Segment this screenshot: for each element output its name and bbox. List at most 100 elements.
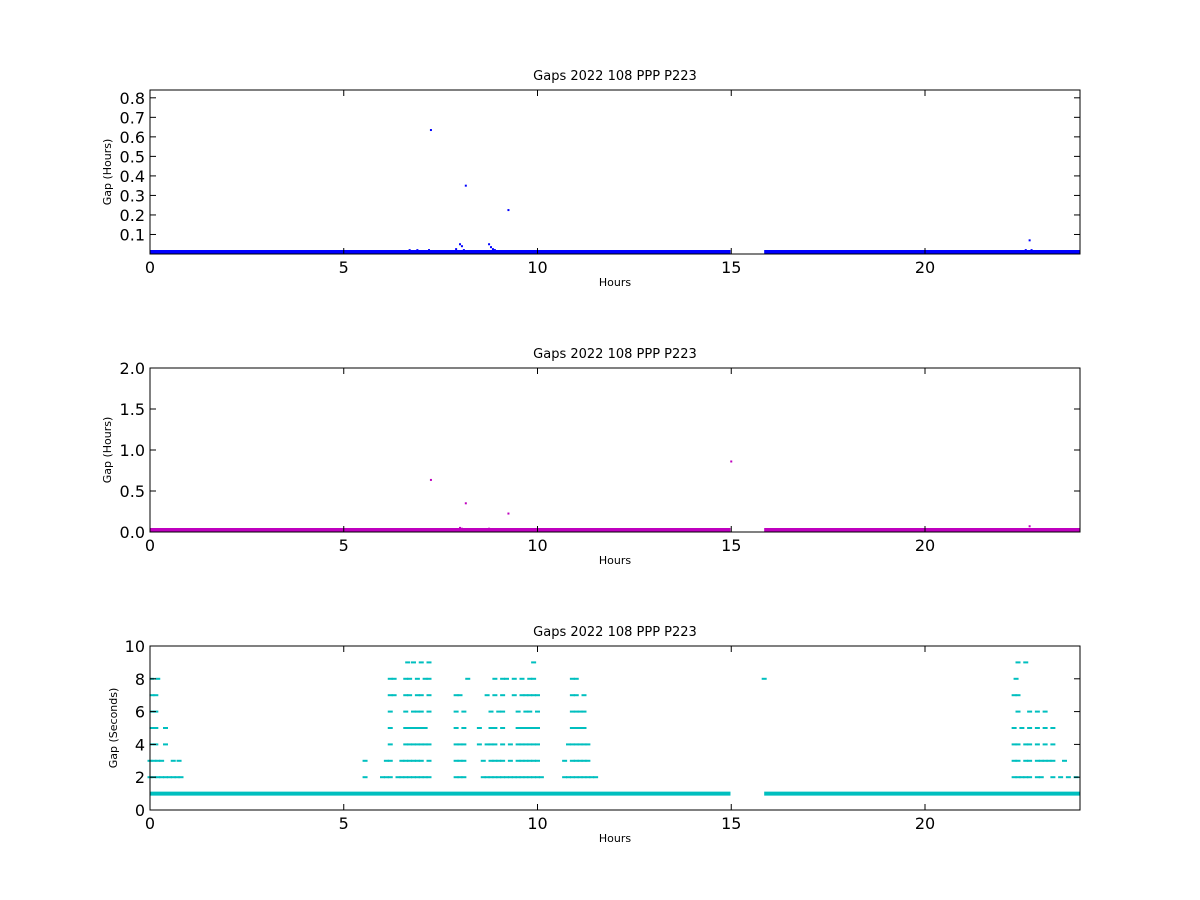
subplot-3-point [418,661,424,664]
subplot-3-xtick-label: 5 [339,814,349,833]
subplot-3-point [461,743,467,746]
subplot-3-point [461,759,467,762]
subplot-3-point [1023,743,1029,746]
subplot-3-point [453,743,459,746]
subplot-3-point [1062,759,1067,762]
subplot-3-point [500,710,506,713]
subplot-3-point [515,743,521,746]
subplot-3-point [387,727,393,729]
subplot-2-ytick-label: 1.0 [120,441,145,460]
subplot-3-point [492,694,498,697]
subplot-2-ytick-label: 1.5 [120,400,145,419]
subplot-2-point [497,529,500,532]
subplot-3-point [500,759,506,762]
subplot-3-point [457,694,463,697]
subplot-3-point [585,759,591,762]
subplot-2-point [491,528,494,531]
subplot-3-point [426,677,432,680]
subplot-3-point [523,759,529,762]
subplot-3-point [176,759,182,762]
subplot-3-point [426,759,432,762]
subplot-2-point [507,512,510,515]
subplot-3-point [476,727,482,729]
subplot-3-point [573,677,579,680]
subplot-3-point [569,727,575,729]
subplot-3-ytick-label: 4 [135,735,145,754]
subplot-3-point [535,694,540,697]
subplot-3-point [519,743,525,746]
subplot-1-point [491,248,494,251]
subplot-3-point [523,727,529,729]
subplot-3-ytick-label: 6 [135,703,145,722]
subplot-3-point [426,661,432,664]
subplot-1-ytick-label: 0.2 [120,206,145,225]
subplot-3-point [1027,776,1033,779]
subplot-3-point [1013,677,1019,680]
subplot-2-point [1028,525,1031,528]
subplot-3-point [531,727,537,729]
subplot-3-point [418,727,424,729]
subplot-1-xtick-label: 15 [721,258,741,277]
subplot-3-point [496,759,502,762]
subplot-1-point [466,250,469,253]
subplot-3-ticks: 0 5 10 15 20 0 2 4 6 8 10 [125,637,1080,833]
subplot-3-point [511,677,517,680]
subplot-3-point [484,694,490,697]
subplot-3-point [426,710,432,713]
subplot-1-ytick-label: 0.4 [120,167,145,186]
subplot-3-point [418,776,424,779]
subplot-3-point [465,677,471,680]
subplot-1-point [488,243,491,246]
subplot-3-point [155,776,161,779]
subplot-3-ytick-label: 0 [135,801,145,820]
subplot-3-point [1038,759,1044,762]
subplot-3-point [519,694,525,697]
subplot-3-point [523,743,529,746]
subplot-3-point [407,677,413,680]
subplot-1-xlabel: Hours [599,276,631,289]
subplot-3-point [531,661,537,664]
subplot-3-point [1011,694,1017,697]
subplot-3-point [507,743,513,746]
subplot-2-ytick-label: 0.0 [120,523,145,542]
subplot-3-point [1027,743,1033,746]
subplot-2-point [460,527,463,530]
subplot-1-point [493,249,496,252]
subplot-1-point [462,249,465,252]
subplot-3-point [500,677,506,680]
subplot-3-point [461,776,467,779]
subplot-3-point [573,776,579,779]
subplot-3-point [407,743,413,746]
subplot-3-point [422,727,428,729]
subplot-3-point [488,776,494,779]
subplot-3-point [1034,759,1040,762]
subplot-2-xtick-label: 20 [915,536,935,555]
subplot-2: Gaps 2022 108 PPP P223 0 5 10 15 20 0.0 0.5 1.0… [101,347,1081,567]
subplot-3-point [488,759,494,762]
subplot-3-frame [149,645,1081,811]
subplot-3-point [461,792,467,795]
subplot-3-point [399,776,405,779]
subplot-3-point [519,776,525,779]
subplot-3-point [1015,776,1021,779]
subplot-3-point [519,677,525,680]
subplot-3-point [414,776,420,779]
subplot-3-point [403,677,409,680]
subplot-3-point [507,776,513,779]
subplot-3-point [523,694,529,697]
subplot-3-point [1027,727,1033,729]
subplot-3-point [492,776,498,779]
subplot-3-point [504,776,509,779]
subplot-3-point [1050,776,1056,779]
subplot-3-ytick-label: 10 [125,637,145,656]
subplot-3-point [174,776,180,779]
subplot-3-point [407,727,413,729]
subplot-3-point [527,776,533,779]
subplot-3-point [492,727,498,729]
subplot-3-point [535,743,540,746]
subplot-3-point [1038,776,1044,779]
subplot-3-point [538,776,544,779]
subplot-1-ytick-label: 0.3 [120,186,145,205]
subplot-2-xtick-label: 5 [339,536,349,555]
